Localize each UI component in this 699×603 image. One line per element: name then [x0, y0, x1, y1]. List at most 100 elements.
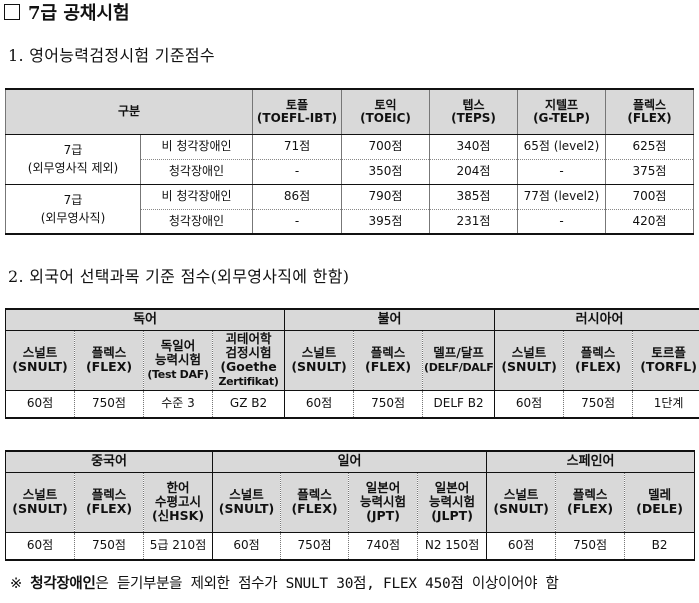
cell: 60점	[26, 396, 54, 411]
cell: 395점	[341, 209, 430, 234]
table-row: 7급 (외무영사직) 비 청각장애인 86점 790점 385점 77점 (lev…	[5, 184, 694, 234]
cell: 350점	[341, 159, 430, 185]
cell: 750점	[74, 532, 144, 560]
cell: 750점	[353, 390, 423, 418]
cell: -	[252, 209, 342, 234]
cell: 5급 210점	[142, 532, 213, 560]
foreign-language-table-a: 독어 불어 러시아어 스널트 (SNULT) 플렉스 (FLEX) 독일어 능력시험(…	[5, 308, 699, 419]
language-row: 중국어 일어 스페인어	[5, 451, 695, 473]
cell: DELF B2	[422, 390, 495, 418]
cell: 77점 (level2)	[517, 184, 606, 210]
cell: 60점	[284, 390, 354, 418]
language-french: 불어	[284, 309, 495, 331]
cell: 420점	[605, 209, 694, 234]
english-score-table: 구분 토플 (TOEFL-IBT) 토익 (TOEIC) 텝스 (TEPS) 지텔프(…	[5, 88, 694, 235]
exam-header: 스널트 (SNULT)	[284, 330, 354, 391]
table-header-row: 구분 토플 (TOEFL-IBT) 토익 (TOEIC) 텝스 (TEPS) 지텔프(…	[5, 89, 694, 135]
cell: 700점	[605, 184, 694, 210]
cell: 204점	[429, 159, 518, 185]
cell: 60점	[486, 532, 556, 560]
header-flex: 플렉스 (FLEX)	[605, 89, 694, 135]
language-german: 독어	[5, 309, 285, 331]
group-name: 7급 (외무영사직)	[5, 184, 141, 234]
page-title: 7급 공채시험	[4, 0, 130, 24]
cell: 700점	[341, 134, 430, 160]
exam-header: 토르플 (TORFL)	[632, 330, 699, 391]
exam-header: 플렉스 (FLEX)	[74, 472, 144, 533]
cell: 수준 3	[143, 390, 213, 418]
section2-heading: 2. 외국어 선택과목 기준 점수(외무영사직에 한함)	[8, 267, 350, 286]
cell: 60점	[212, 532, 281, 560]
language-chinese: 중국어	[5, 451, 213, 473]
value-row: 60점 750점 5급 210점 60점 750점 740점 N2 150점 6…	[6, 532, 695, 560]
exam-header: 일본어 능력시험 (JPT)	[348, 472, 418, 533]
exam-header: 플렉스 (FLEX)	[555, 472, 625, 533]
row-type: 비 청각장애인	[140, 134, 253, 160]
exam-header: 독일어 능력시험 (Test DAF)	[143, 330, 213, 391]
exam-header: 한어 수평고시 (신HSK)	[142, 472, 213, 533]
exam-header: 델프/달프 (DELF/DALF)	[422, 330, 495, 391]
exam-header: 스널트 (SNULT)	[486, 472, 556, 533]
cell: 625점	[605, 134, 694, 160]
section1-heading: 1. 영어능력검정시험 기준점수	[8, 46, 215, 65]
cell: 740점	[348, 532, 418, 560]
cell: 750점	[563, 390, 633, 418]
cell: B2	[624, 532, 695, 560]
cell: 340점	[429, 134, 518, 160]
exam-header: 일본어 능력시험 (JLPT)	[417, 472, 487, 533]
cell: 65점 (level2)	[517, 134, 606, 160]
header-gtelp: 지텔프 (G-TELP)	[517, 89, 606, 135]
cell: 750점	[74, 390, 144, 418]
exam-header: 플렉스 (FLEX)	[280, 472, 349, 533]
footnote: ※ 청각장애인은 듣기부분을 제외한 점수가 SNULT 30점, FLEX 4…	[10, 572, 559, 593]
cell: 60점	[494, 390, 564, 418]
page-title-text: 7급 공채시험	[28, 3, 130, 24]
cell: 750점	[280, 532, 349, 560]
foreign-language-table-b: 중국어 일어 스페인어 스널트 (SNULT) 플렉스 (FLEX) 한어 수평고시(…	[5, 450, 696, 561]
header-category: 구분	[5, 89, 253, 135]
footnote-bold: 청각장애인	[30, 576, 96, 592]
row-type: 비 청각장애인	[140, 184, 253, 210]
cell: GZ B2	[211, 390, 285, 418]
checkbox-square-icon	[4, 4, 20, 20]
cell: 71점	[252, 134, 342, 160]
cell: 231점	[429, 209, 518, 234]
language-row: 독어 불어 러시아어	[5, 309, 699, 331]
exam-header: 스널트 (SNULT)	[212, 472, 281, 533]
exam-row: 스널트 (SNULT) 플렉스 (FLEX) 독일어 능력시험 (Test DAF) 괴…	[5, 330, 699, 391]
exam-header: 괴테어학 검정시험 (Goethe Zertifikat)	[211, 330, 285, 391]
language-spanish: 스페인어	[486, 451, 695, 473]
table-row: 청각장애인 - 395점 231점 - 420점	[6, 209, 694, 234]
language-japanese: 일어	[212, 451, 487, 473]
value-row: 60점 750점 수준 3 GZ B2 60점 750점 DELF B2 60점…	[6, 390, 699, 418]
cell: 86점	[252, 184, 342, 210]
cell: 1단계	[632, 390, 699, 418]
row-type: 청각장애인	[140, 209, 253, 234]
cell: -	[252, 159, 342, 185]
language-russian: 러시아어	[494, 309, 699, 331]
exam-header: 플렉스 (FLEX)	[563, 330, 633, 391]
cell: 750점	[555, 532, 625, 560]
exam-header: 스널트 (SNULT)	[5, 472, 75, 533]
header-toeic: 토익 (TOEIC)	[341, 89, 430, 135]
cell: 60점	[26, 538, 54, 553]
cell: N2 150점	[417, 532, 487, 560]
cell: 385점	[429, 184, 518, 210]
cell: 790점	[341, 184, 430, 210]
exam-header: 플렉스 (FLEX)	[74, 330, 144, 391]
exam-header: 플렉스 (FLEX)	[353, 330, 423, 391]
header-teps: 텝스 (TEPS)	[429, 89, 518, 135]
cell: -	[517, 209, 606, 234]
table-row: 7급 (외무영사직 제외) 비 청각장애인 71점 700점 340점 65점 (…	[5, 134, 694, 185]
group-name: 7급 (외무영사직 제외)	[5, 134, 141, 185]
exam-header: 스널트 (SNULT)	[494, 330, 564, 391]
footnote-prefix: ※	[10, 576, 31, 592]
exam-header: 스널트 (SNULT)	[5, 330, 75, 391]
footnote-text: 은 듣기부분을 제외한 점수가 SNULT 30점, FLEX 450점 이상이…	[95, 576, 559, 592]
table-row: 청각장애인 - 350점 204점 - 375점	[6, 159, 694, 185]
cell: 375점	[605, 159, 694, 185]
header-toefl: 토플 (TOEFL-IBT)	[252, 89, 342, 135]
exam-header: 델레 (DELE)	[624, 472, 695, 533]
cell: -	[517, 159, 606, 185]
exam-row: 스널트 (SNULT) 플렉스 (FLEX) 한어 수평고시 (신HSK) 스널트 (SN…	[5, 472, 695, 533]
